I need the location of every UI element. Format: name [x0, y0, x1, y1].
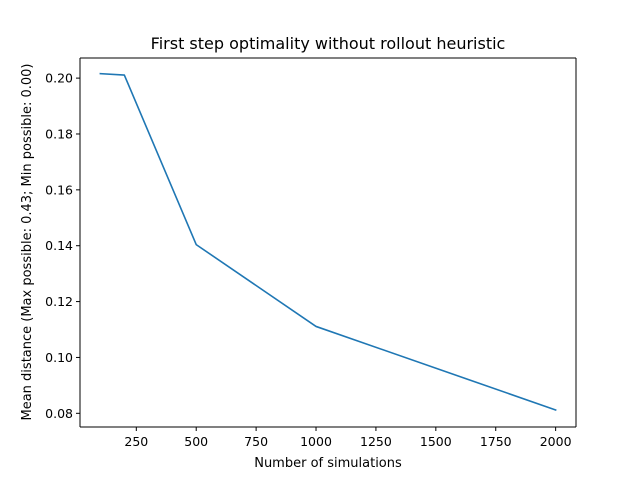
- x-tick-label: 500: [184, 434, 208, 449]
- x-axis-ticks: 250 500 750 1000 1250 1500 1750 2000: [124, 427, 572, 449]
- x-tick-label: 1750: [480, 434, 512, 449]
- chart-title: First step optimality without rollout he…: [151, 34, 506, 53]
- y-tick-label: 0.14: [45, 238, 73, 253]
- y-axis-ticks: 0.08 0.10 0.12 0.14 0.16 0.18 0.20: [45, 71, 80, 421]
- x-tick-label: 750: [244, 434, 268, 449]
- axes-layer: [79, 57, 577, 428]
- series-line-0: [99, 72, 557, 411]
- y-tick-label: 0.16: [45, 182, 73, 197]
- y-tick-label: 0.18: [45, 126, 73, 141]
- x-axis-label: Number of simulations: [254, 456, 402, 471]
- plot-area: [80, 58, 576, 427]
- y-axis-label: Mean distance (Max possible: 0.43; Min p…: [20, 64, 35, 421]
- y-tick-label: 0.10: [45, 350, 73, 365]
- x-tick-label: 250: [124, 434, 148, 449]
- x-tick-label: 1000: [300, 434, 332, 449]
- y-tick-label: 0.08: [45, 406, 73, 421]
- y-tick-label: 0.20: [45, 71, 73, 86]
- x-tick-label: 1500: [420, 434, 452, 449]
- series-layer: [99, 72, 557, 411]
- x-tick-label: 2000: [540, 434, 572, 449]
- y-tick-label: 0.12: [45, 294, 73, 309]
- x-tick-label: 1250: [360, 434, 392, 449]
